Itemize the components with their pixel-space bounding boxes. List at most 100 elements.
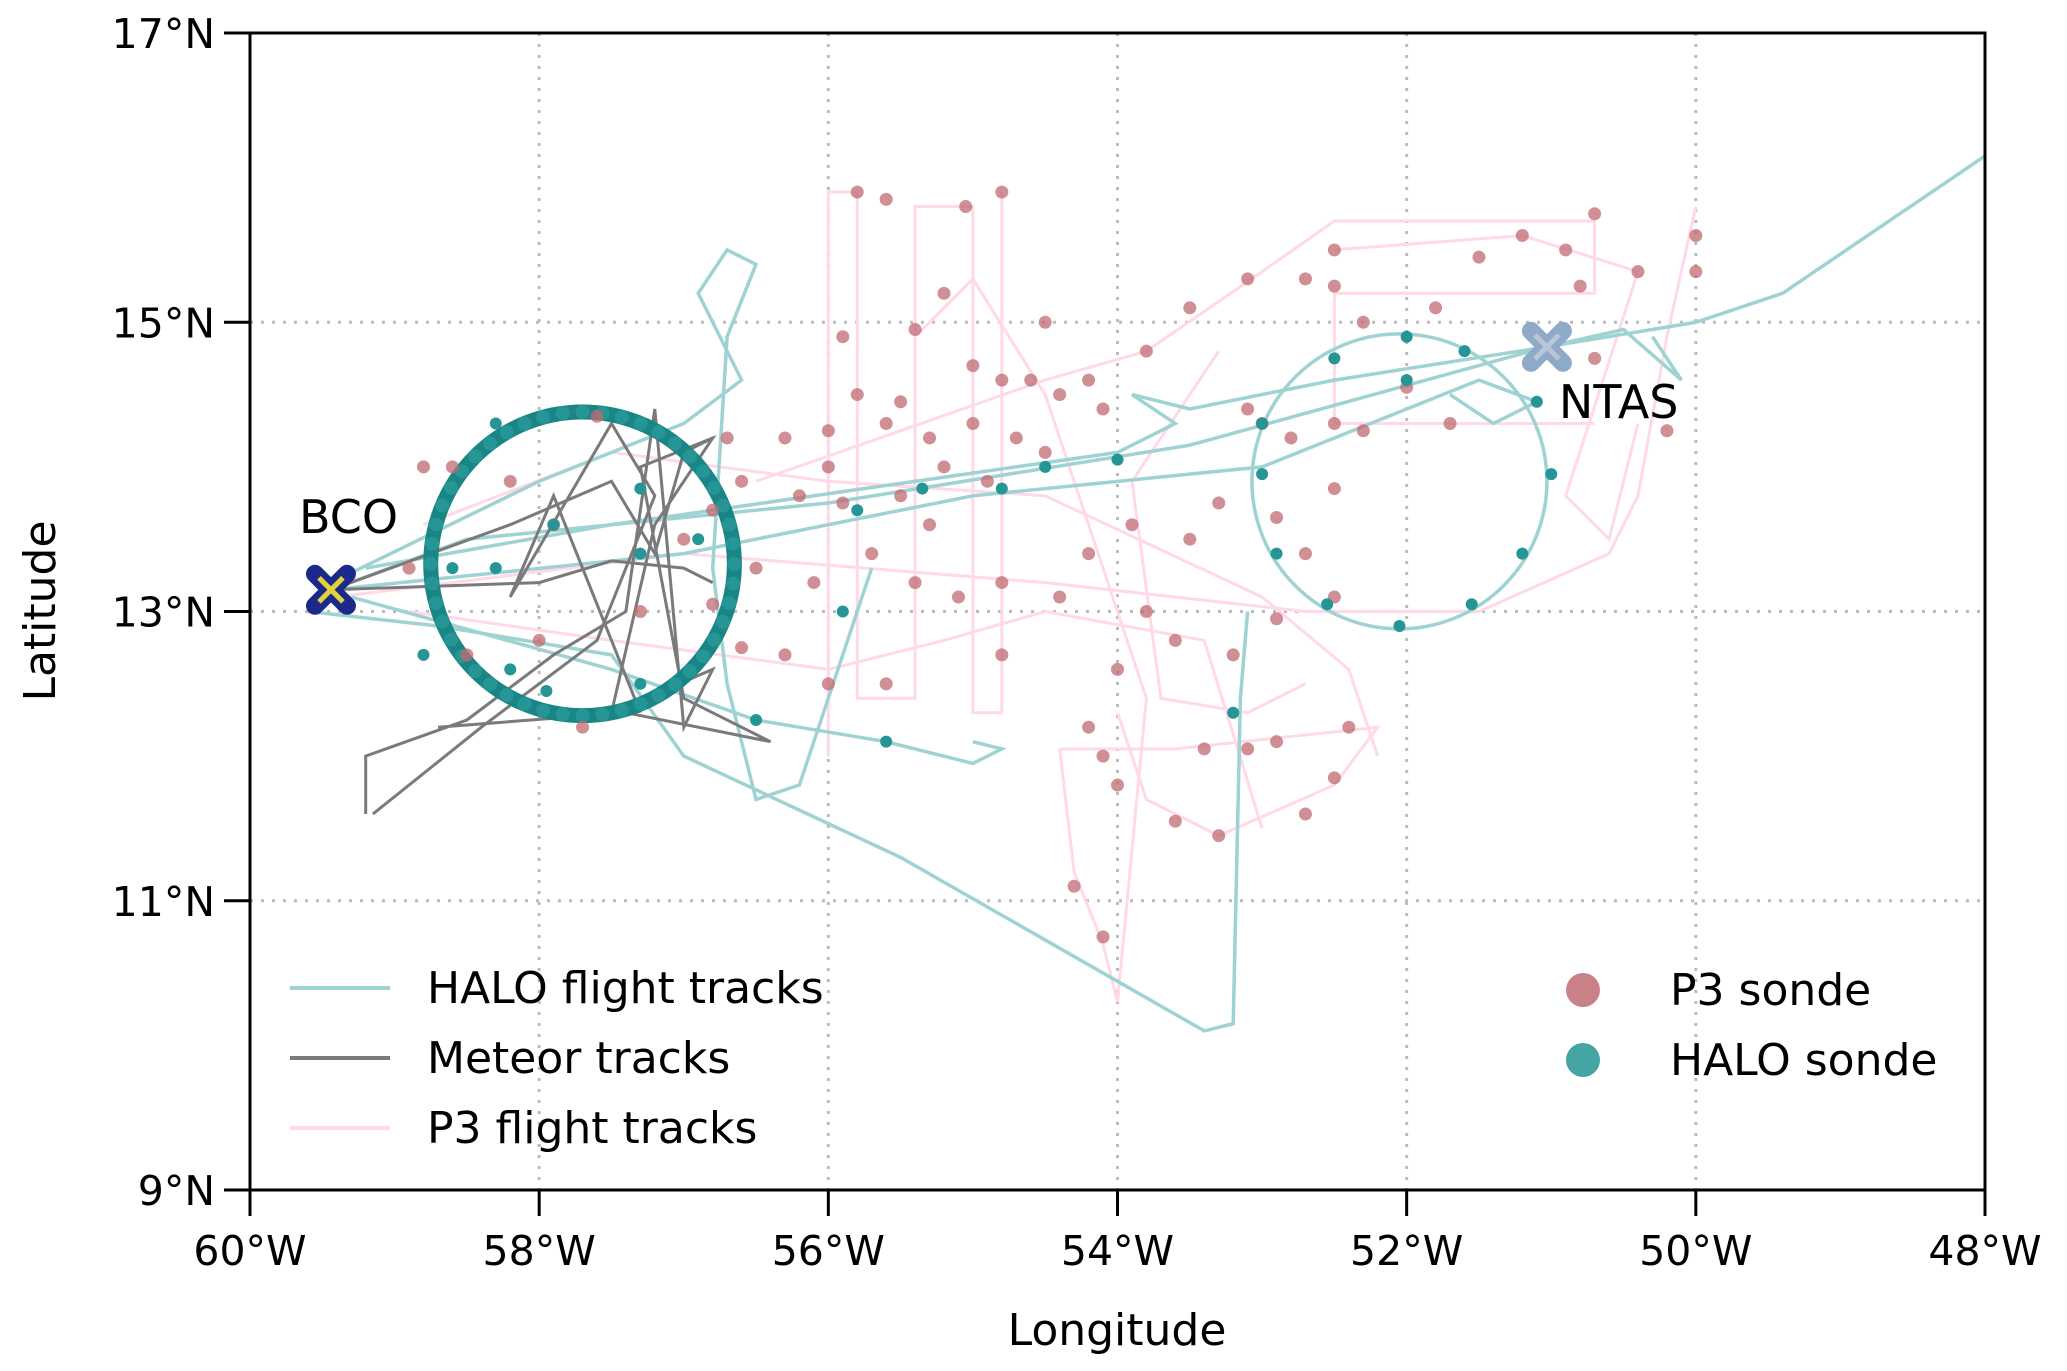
halo-circle-sonde	[517, 697, 532, 712]
halo-circle-sonde	[468, 449, 483, 464]
p3-sonde	[1053, 590, 1067, 604]
bco-label: BCO	[299, 490, 398, 544]
halo-sonde	[1111, 453, 1124, 466]
halo-circle-sonde	[726, 536, 741, 551]
p3-track	[336, 206, 1698, 613]
p3-track	[1334, 233, 1640, 543]
halo-sonde	[489, 562, 502, 575]
halo-sonde	[851, 504, 864, 517]
marker-cross-icon	[317, 576, 345, 604]
halo-sonde	[1270, 547, 1283, 560]
halo-sonde	[634, 547, 647, 560]
p3-sonde	[1139, 344, 1153, 358]
p3-sonde	[821, 424, 835, 438]
p3-sonde	[1342, 720, 1356, 734]
p3-sonde	[1429, 301, 1443, 315]
halo-sonde	[1328, 352, 1341, 365]
p3-sonde	[908, 576, 922, 590]
p3-sonde	[923, 431, 937, 445]
x-tick-label: 50°W	[1639, 1227, 1752, 1275]
halo-circle-sonde	[595, 707, 610, 722]
p3-sonde	[706, 503, 720, 517]
halo-circle-sonde	[707, 632, 722, 647]
p3-sonde	[1096, 749, 1110, 763]
halo-track	[365, 327, 1683, 570]
p3-sonde	[1038, 445, 1052, 459]
p3-sonde	[1327, 279, 1341, 293]
p3-sonde	[778, 431, 792, 445]
p3-sonde	[590, 409, 604, 423]
halo-circle-sonde	[517, 416, 532, 431]
halo-circle-sonde	[667, 677, 682, 692]
p3-sonde	[1241, 402, 1255, 416]
ntas-label: NTAS	[1559, 375, 1679, 429]
halo-sonde	[446, 562, 459, 575]
halo-circle-sonde	[633, 697, 648, 712]
p3-sonde	[894, 489, 908, 503]
p3-sonde	[966, 359, 980, 373]
legend-label: HALO sonde	[1670, 1035, 1937, 1086]
y-tick-label: 11°N	[112, 878, 215, 926]
p3-sonde	[879, 416, 893, 430]
p3-track	[826, 190, 1004, 757]
halo-sonde	[692, 533, 705, 546]
p3-sonde	[850, 185, 864, 199]
p3-sonde	[792, 489, 806, 503]
halo-circle-sonde	[536, 410, 551, 425]
halo-circle-east	[1250, 332, 1549, 631]
p3-sonde	[908, 322, 922, 336]
p3-sonde	[1168, 633, 1182, 647]
p3-sonde	[576, 720, 590, 734]
halo-sonde	[1400, 330, 1413, 343]
p3-sonde	[1038, 315, 1052, 329]
halo-circle-sonde	[499, 425, 514, 440]
p3-sonde	[1053, 388, 1067, 402]
p3-sonde	[1183, 532, 1197, 546]
p3-sonde	[735, 474, 749, 488]
halo-track	[330, 247, 874, 802]
halo-circle-sonde	[428, 596, 443, 611]
p3-sonde	[706, 597, 720, 611]
p3-sonde	[1631, 265, 1645, 279]
p3-sonde	[1241, 742, 1255, 756]
halo-circle-sonde	[682, 449, 697, 464]
p3-sonde	[959, 200, 973, 214]
p3-sonde	[821, 677, 835, 691]
halo-circle-sonde	[707, 480, 722, 495]
p3-sonde	[807, 576, 821, 590]
legend-label: P3 sonde	[1670, 965, 1871, 1016]
halo-circle-sonde	[425, 576, 440, 591]
halo-sonde	[1400, 374, 1413, 387]
p3-sonde	[1125, 518, 1139, 532]
halo-circle-sonde	[423, 556, 438, 571]
halo-sonde	[880, 735, 893, 748]
x-axis-ticks: 60°W 58°W 56°W 54°W 52°W 50°W 48°W	[193, 1190, 2042, 1275]
p3-sonde	[677, 532, 691, 546]
p3-sonde	[937, 460, 951, 474]
halo-sonde	[1256, 417, 1269, 430]
p3-sonde	[1197, 742, 1211, 756]
meteor-track	[330, 559, 714, 592]
p3-sonde	[1270, 510, 1284, 524]
p3-sonde	[1327, 416, 1341, 430]
p3-sonde	[460, 648, 474, 662]
halo-circle-sonde	[651, 425, 666, 440]
halo-circle-sonde	[695, 464, 710, 479]
p3-sonde	[1212, 829, 1226, 843]
legend-label: HALO flight tracks	[427, 963, 824, 1014]
halo-sonde	[1530, 395, 1543, 408]
p3-sonde	[995, 185, 1009, 199]
halo-circle-sonde	[633, 416, 648, 431]
halo-circle-sonde	[575, 404, 590, 419]
p3-sonde	[735, 641, 749, 655]
p3-sonde	[1009, 431, 1023, 445]
halo-circle-sonde	[468, 664, 483, 679]
p3-sonde	[923, 518, 937, 532]
p3-sonde	[1515, 228, 1529, 242]
p3-sonde	[1298, 807, 1312, 821]
halo-circle-sonde	[651, 688, 666, 703]
halo-sonde	[1393, 619, 1406, 632]
halo-sonde	[1516, 547, 1529, 560]
legend-marker-swatch	[1566, 973, 1600, 1007]
halo-circle-sonde	[667, 436, 682, 451]
